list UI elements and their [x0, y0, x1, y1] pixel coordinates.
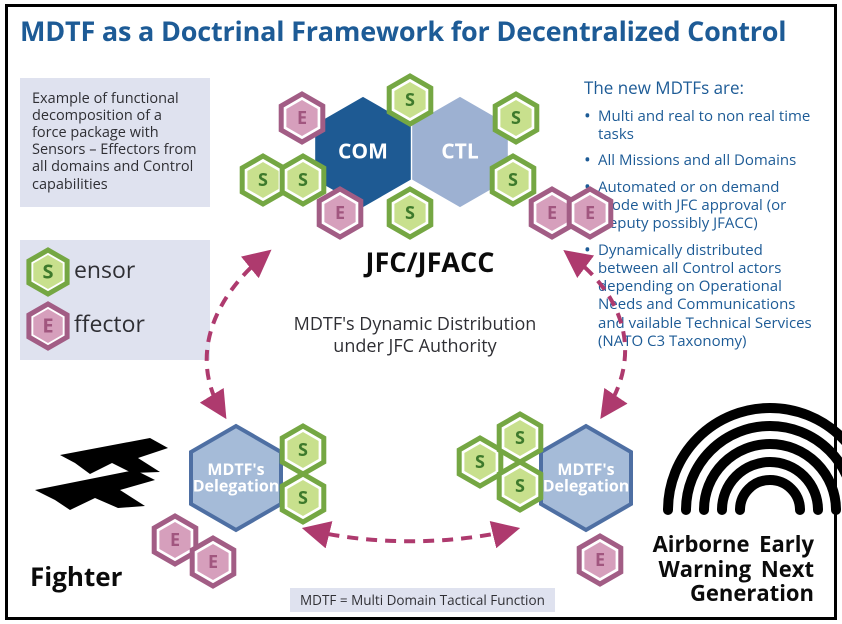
right-panel-lead: The new MDTFs are: — [584, 78, 820, 99]
dynamic-distribution-text: MDTF's Dynamic Distribution under JFC Au… — [260, 314, 570, 357]
fighter-label: Fighter — [30, 558, 122, 594]
list-item: Automated or on demand mode with JFC app… — [584, 178, 820, 233]
list-item: Multi and real to non real time tasks — [584, 107, 820, 144]
aew-label: Airborne Early Warning Next Generation — [624, 532, 814, 606]
jfc-label: JFC/JFACC — [330, 243, 530, 280]
right-panel: The new MDTFs are: Multi and real to non… — [584, 78, 820, 358]
page-title: MDTF as a Doctrinal Framework for Decent… — [20, 12, 786, 49]
list-item: Dynamically distributed between all Cont… — [584, 241, 820, 351]
footer-definition: MDTF = Multi Domain Tactical Function — [290, 588, 555, 612]
legend-panel — [20, 240, 210, 360]
list-item: All Missions and all Domains — [584, 151, 820, 169]
right-panel-list: Multi and real to non real time tasks Al… — [584, 107, 820, 351]
sidebox-description: Example of functional decomposition of a… — [20, 78, 210, 207]
